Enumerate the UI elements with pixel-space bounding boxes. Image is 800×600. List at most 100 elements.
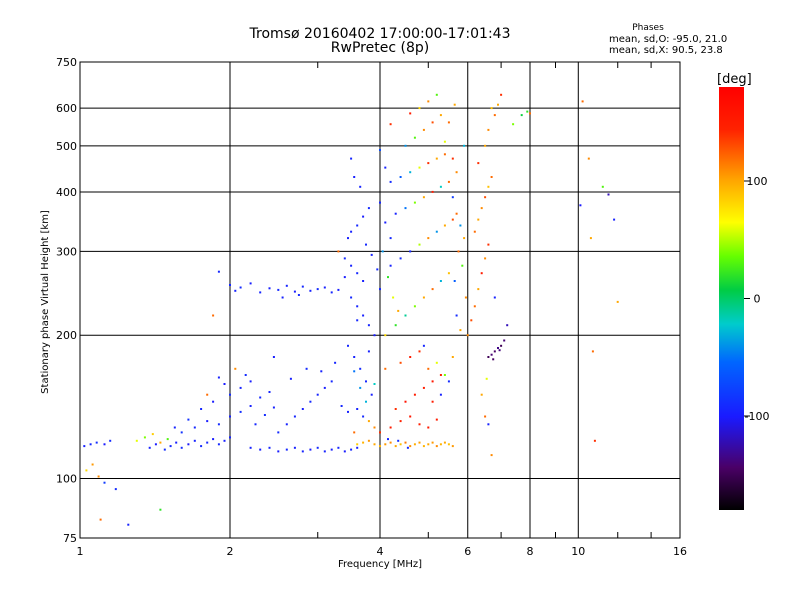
scatter-point xyxy=(399,420,402,423)
scatter-point xyxy=(427,367,430,370)
scatter-point xyxy=(399,176,402,178)
scatter-point xyxy=(477,162,480,165)
scatter-point xyxy=(206,393,209,396)
scatter-point xyxy=(447,272,450,275)
scatter-point xyxy=(384,166,387,169)
scatter-point xyxy=(443,374,446,376)
y-tick-label: 400 xyxy=(56,186,77,199)
scatter-point xyxy=(392,296,395,299)
scatter-point xyxy=(484,257,487,260)
scatter-point xyxy=(431,190,434,193)
scatter-point xyxy=(477,288,480,291)
scatter-point xyxy=(487,243,490,246)
scatter-point xyxy=(356,408,359,410)
scatter-point xyxy=(362,415,365,418)
x-tick-label: 8 xyxy=(527,545,534,558)
scatter-point xyxy=(362,441,365,444)
scatter-point xyxy=(356,272,359,275)
y-tick-label: 100 xyxy=(56,473,77,486)
scatter-point xyxy=(367,420,370,423)
scatter-point xyxy=(384,367,387,370)
scatter-point xyxy=(616,300,619,303)
scatter-point xyxy=(379,149,381,151)
scatter-point xyxy=(451,157,454,160)
colorbar: [deg] 100 0 -100 xyxy=(717,72,769,510)
colorbar-tick-label: 100 xyxy=(747,175,768,188)
scatter-point xyxy=(394,212,397,215)
scatter-point xyxy=(601,185,604,188)
scatter-point xyxy=(477,218,480,221)
scatter-point xyxy=(470,319,473,322)
scatter-point xyxy=(394,324,397,327)
scatter-point xyxy=(309,400,312,403)
scatter-point xyxy=(323,386,326,389)
scatter-point xyxy=(404,144,407,147)
scatter-point xyxy=(387,276,389,279)
scatter-point xyxy=(431,121,434,124)
scatter-point xyxy=(431,380,434,383)
scatter-point xyxy=(217,270,220,273)
scatter-point xyxy=(193,439,196,442)
scatter-point xyxy=(212,438,215,441)
scatter-point xyxy=(427,237,430,240)
scatter-point xyxy=(497,103,499,106)
scatter-point xyxy=(387,438,389,441)
scatter-point xyxy=(206,441,209,444)
scatter-point xyxy=(384,334,387,337)
scatter-point xyxy=(484,196,487,199)
scatter-point xyxy=(443,441,446,444)
scatter-point xyxy=(356,443,359,446)
scatter-point xyxy=(379,445,381,448)
scatter-point xyxy=(200,408,203,410)
scatter-point xyxy=(309,448,312,451)
scatter-point xyxy=(169,445,172,448)
scatter-point xyxy=(347,344,349,347)
scatter-point xyxy=(404,441,407,444)
scatter-point xyxy=(239,286,242,289)
scatter-point xyxy=(323,286,326,289)
scatter-point xyxy=(353,431,356,434)
scatter-point xyxy=(427,443,430,446)
scatter-point xyxy=(485,377,488,380)
scatter-point xyxy=(254,423,257,426)
scatter-point xyxy=(435,418,438,421)
scatter-point xyxy=(95,441,98,444)
scatter-point xyxy=(422,386,425,389)
scatter-point xyxy=(293,415,296,418)
phase-o-stats: mean, sd,O: -95.0, 21.0 xyxy=(609,34,728,45)
scatter-point xyxy=(187,418,190,421)
scatter-point xyxy=(83,445,86,448)
scatter-point xyxy=(223,383,226,385)
scatter-point xyxy=(293,290,296,293)
scatter-point xyxy=(350,230,353,233)
scatter-point xyxy=(435,361,438,364)
scatter-point xyxy=(389,264,392,267)
scatter-point xyxy=(431,400,434,403)
scatter-point xyxy=(389,237,392,240)
scatter-point xyxy=(447,121,450,124)
x-tick-label: 1 xyxy=(77,545,84,558)
scatter-point xyxy=(234,367,237,370)
scatter-point xyxy=(259,396,262,399)
scatter-point xyxy=(285,448,288,451)
scatter-point xyxy=(337,446,340,449)
scatter-point xyxy=(353,370,356,373)
scatter-point xyxy=(490,176,493,178)
scatter-point xyxy=(330,291,333,294)
scatter-point xyxy=(484,415,487,418)
scatter-point xyxy=(492,358,495,361)
scatter-point xyxy=(114,488,117,491)
scatter-point xyxy=(356,446,359,449)
scatter-point xyxy=(229,284,231,286)
scatter-point xyxy=(487,423,490,426)
scatter-point xyxy=(229,393,231,396)
scatter-point xyxy=(431,288,434,291)
scatter-point xyxy=(154,443,157,446)
scatter-point xyxy=(409,415,412,418)
scatter-point xyxy=(259,448,262,451)
scatter-point xyxy=(340,405,343,407)
scatter-point xyxy=(301,450,304,453)
scatter-point xyxy=(370,393,373,396)
scatter-point xyxy=(343,450,346,453)
scatter-point xyxy=(320,370,323,373)
